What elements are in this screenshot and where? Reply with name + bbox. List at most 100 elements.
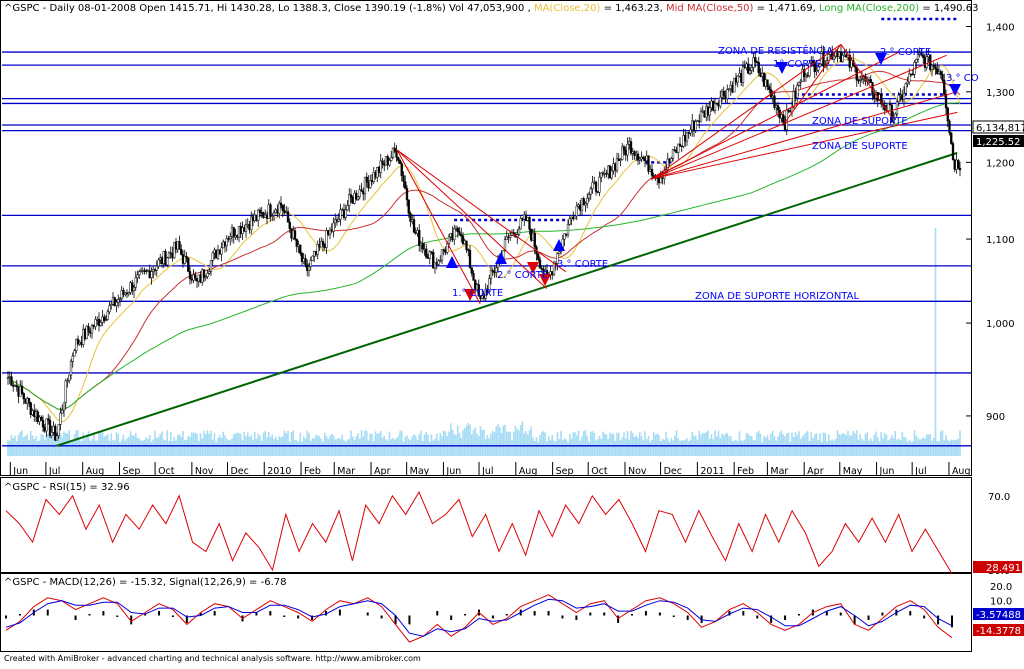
volume-bar	[626, 431, 629, 456]
candle-body	[930, 64, 934, 70]
candle-body	[59, 412, 62, 425]
volume-bar	[8, 440, 11, 456]
volume-bar	[794, 432, 797, 456]
volume-bar	[161, 431, 163, 456]
candle-body	[792, 91, 795, 108]
candle-body	[944, 94, 948, 109]
volume-bar	[164, 440, 167, 456]
volume-bar	[420, 430, 422, 456]
volume-bar	[255, 438, 258, 456]
volume-bar	[43, 439, 46, 456]
volume-bar	[267, 432, 270, 456]
volume-bar	[743, 439, 746, 456]
volume-bar	[943, 440, 946, 456]
volume-bar	[339, 438, 342, 456]
arrow-up-icon	[446, 256, 458, 268]
candle-body	[552, 263, 556, 275]
time-tick-label: Apr	[374, 466, 391, 477]
arrow-down-icon	[875, 53, 887, 65]
volume-bar	[787, 432, 790, 456]
candle-body	[169, 252, 172, 255]
volume-bar	[511, 440, 513, 456]
macd-value-label: -14.3778	[976, 626, 1021, 637]
volume-bar	[652, 432, 655, 456]
volume-bar	[47, 433, 50, 456]
candle-body	[460, 234, 463, 237]
volume-bar	[525, 430, 527, 456]
volume-bar	[92, 432, 95, 456]
candle-body	[45, 418, 48, 432]
candle-body	[799, 80, 802, 83]
candle-body	[859, 78, 862, 81]
candle-body	[50, 432, 53, 436]
candle-body	[76, 338, 80, 345]
volume-bar	[924, 438, 926, 456]
volume-bar	[824, 433, 827, 456]
volume-bar	[141, 440, 144, 456]
volume-bar	[77, 430, 79, 456]
volume-bar	[68, 430, 71, 456]
candle-body	[47, 418, 50, 421]
volume-bar	[227, 440, 230, 456]
price-panel[interactable]	[0, 0, 972, 476]
candle-body	[418, 230, 421, 246]
candle-body	[817, 66, 820, 71]
candle-body	[458, 231, 461, 235]
candle-body	[857, 79, 860, 82]
candle-body	[594, 181, 598, 192]
candle-body	[337, 219, 340, 222]
candle-body	[204, 276, 207, 279]
footer-credit: Created with AmiBroker - advanced charti…	[4, 654, 421, 663]
volume-bar	[771, 430, 774, 456]
candle-body	[818, 63, 822, 68]
volume-bar	[745, 432, 748, 456]
candle-body	[922, 54, 925, 58]
candle-body	[339, 209, 342, 220]
volume-bar	[239, 433, 242, 456]
time-tick-label: Dec	[664, 466, 682, 477]
volume-bar	[197, 440, 200, 456]
volume-bar	[45, 432, 48, 456]
candle-body	[278, 202, 281, 214]
volume-bar	[710, 434, 713, 456]
candle-body	[232, 227, 235, 238]
volume-bar	[413, 434, 415, 456]
candle-body	[647, 155, 650, 172]
candle-body	[815, 70, 818, 72]
volume-bar	[171, 441, 174, 456]
volume-bar	[304, 438, 307, 456]
rsi-panel[interactable]	[0, 477, 972, 573]
volume-bar	[540, 432, 543, 456]
time-tick-label: Nov	[628, 466, 647, 477]
candle-body	[188, 271, 192, 279]
volume-bar	[861, 438, 863, 456]
candle-body	[22, 393, 25, 400]
candle-body	[920, 52, 923, 56]
annotation-label: ZONA DE SUPORTE	[812, 116, 908, 127]
volume-bar	[75, 430, 78, 456]
volume-bar	[297, 441, 300, 456]
candle-body	[776, 105, 780, 111]
volume-bar	[395, 438, 398, 456]
candle-body	[412, 219, 416, 233]
volume-bar	[742, 440, 744, 456]
volume-bar	[932, 437, 935, 456]
volume-bar	[15, 441, 18, 456]
volume-bar	[822, 432, 825, 456]
candle-body	[708, 107, 711, 116]
candle-body	[157, 259, 160, 267]
volume-bar	[712, 439, 715, 456]
volume-bar	[714, 430, 716, 456]
annotation-drawings: ZONA DE RESISTÊNCIA 1° CORTE 2.° CORTE 3.° …	[396, 43, 979, 305]
volume-bar	[623, 432, 625, 456]
volume-bar	[864, 433, 867, 456]
macd-panel[interactable]	[0, 573, 972, 652]
ma50-label: Mid MA(Close,50)	[666, 3, 753, 14]
candle-body	[685, 132, 689, 142]
volume-bar	[442, 430, 445, 456]
candle-body	[440, 249, 444, 261]
fan-line	[652, 91, 958, 180]
volume-bar	[365, 431, 368, 456]
volume-bar	[273, 438, 275, 456]
